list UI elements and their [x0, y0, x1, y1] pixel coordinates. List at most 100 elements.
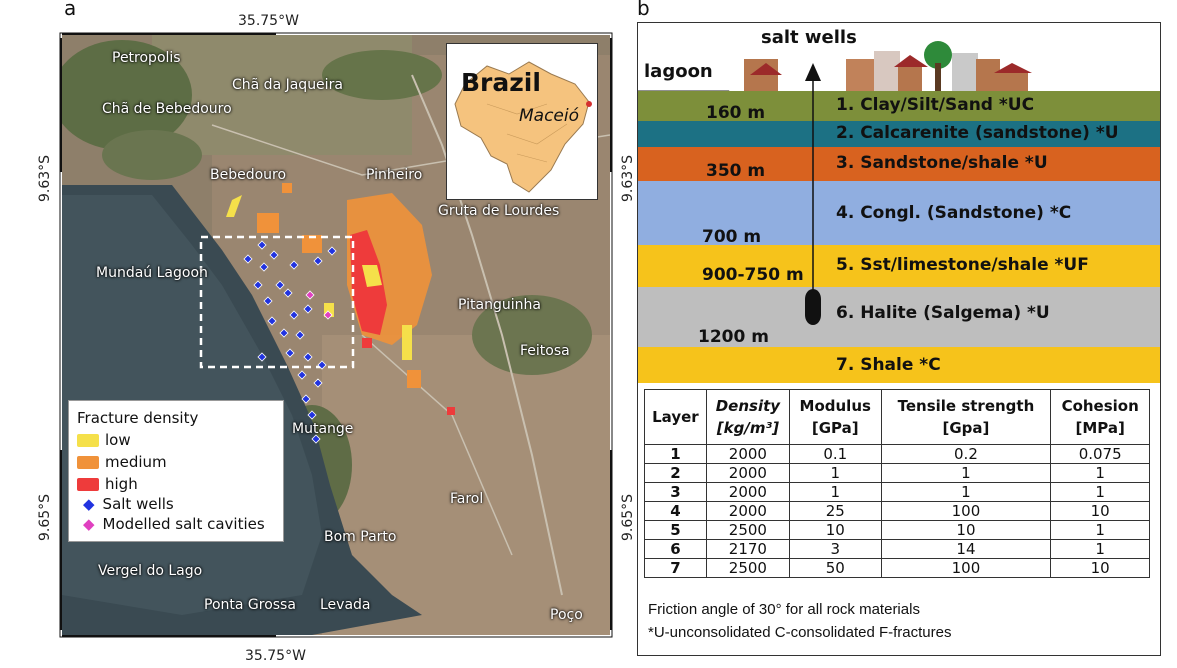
header-layer: Layer [644, 389, 707, 445]
layer-label: 2. Calcarenite (sandstone) *U [836, 123, 1119, 143]
table-cell: 3 [788, 539, 882, 559]
layer-3: 3. Sandstone/shale *U [638, 147, 1160, 181]
legend-item-salt-wells: ◆ Salt wells [77, 495, 174, 513]
inset-city-label: Maceió [519, 106, 580, 126]
table-header-row: Layer Density [kg/m³] Modulus [GPa] Tensil… [644, 389, 1150, 445]
legend-swatch [77, 434, 99, 447]
table-cell: 1 [1050, 520, 1150, 540]
salt-wells-label: salt wells [761, 27, 857, 48]
table-cell: 3 [644, 482, 707, 502]
table-cell: 1 [788, 463, 882, 483]
diamond-icon: ◆ [83, 495, 95, 513]
table-cell: 2170 [705, 539, 790, 559]
legend-item-low: low [77, 431, 131, 449]
salt-well-shaft [805, 63, 821, 325]
depth-label: 1200 m [698, 327, 769, 347]
place-label: Mundaú Lagoon [96, 265, 208, 281]
header-density: Density [kg/m³] [705, 389, 790, 445]
place-label: Vergel do Lago [98, 563, 203, 579]
table-cell: 2500 [705, 520, 790, 540]
layer-4: 4. Congl. (Sandstone) *C [638, 181, 1160, 245]
layer-label: 1. Clay/Silt/Sand *UC [836, 95, 1035, 115]
layer-6: 6. Halite (Salgema) *U [638, 287, 1160, 347]
place-label: Farol [450, 491, 484, 507]
table-cell: 0.075 [1050, 444, 1150, 464]
map-legend: Fracture density low medium high ◆ Salt w… [68, 400, 284, 542]
place-label: Mutange [292, 421, 354, 437]
arrow-up-icon [805, 63, 821, 81]
table-cell: 1 [788, 482, 882, 502]
header-cohesion: Cohesion [MPa] [1050, 389, 1150, 445]
table-row: 7 2500 50 100 10 [644, 558, 1150, 578]
note-friction: Friction angle of 30° for all rock mater… [648, 601, 920, 618]
header-tensile: Tensile strength [Gpa] [880, 389, 1052, 445]
place-label: Bebedouro [210, 167, 287, 183]
depth-label: 350 m [706, 161, 766, 181]
layer-7: 7. Shale *C [638, 347, 1160, 383]
layer-label: 4. Congl. (Sandstone) *C [836, 203, 1072, 223]
table-cell: 6 [644, 539, 707, 559]
legend-swatch [77, 478, 99, 491]
table-cell: 1 [1050, 463, 1150, 483]
geologic-section-panel: lagoon salt wells 1. Clay/Silt/Sand *UC … [637, 22, 1161, 656]
layer-5: 5. Sst/limestone/shale *UF [638, 245, 1160, 287]
panel-b-letter: b [637, 0, 650, 20]
surface-illustration [744, 41, 1032, 91]
panel-a-letter: a [64, 0, 77, 20]
table-cell: 2500 [705, 558, 790, 578]
layer-label: 7. Shale *C [836, 355, 941, 375]
table-cell: 7 [644, 558, 707, 578]
table-row: 3 2000 1 1 1 [644, 482, 1150, 502]
table-cell: 100 [880, 558, 1052, 578]
legend-label: high [105, 475, 138, 493]
bottom-longitude-label: 35.75°W [245, 648, 306, 664]
table-cell: 50 [788, 558, 882, 578]
table-cell: 2000 [705, 482, 790, 502]
table-row: 4 2000 25 100 10 [644, 501, 1150, 521]
table-cell: 10 [880, 520, 1052, 540]
legend-title: Fracture density [77, 409, 199, 427]
table-cell: 1 [1050, 482, 1150, 502]
inset-country-label: Brazil [461, 68, 541, 97]
top-longitude-label: 35.75°W [238, 13, 299, 29]
legend-item-high: high [77, 475, 138, 493]
table-row: 6 2170 3 14 1 [644, 539, 1150, 559]
table-cell: 0.2 [880, 444, 1052, 464]
place-label: Ponta Grossa [204, 597, 296, 613]
table-cell: 100 [880, 501, 1052, 521]
table-cell: 1 [644, 444, 707, 464]
depth-label: 160 m [706, 103, 766, 123]
place-label: Petropolis [112, 50, 181, 66]
place-label: Bom Parto [324, 529, 397, 545]
table-row: 2 2000 1 1 1 [644, 463, 1150, 483]
table-cell: 1 [880, 482, 1052, 502]
lagoon-label: lagoon [644, 61, 713, 82]
table-row: 1 2000 0.1 0.2 0.075 [644, 444, 1150, 464]
table-cell: 10 [788, 520, 882, 540]
table-cell: 10 [1050, 501, 1150, 521]
legend-swatch [77, 456, 99, 469]
table-cell: 5 [644, 520, 707, 540]
table-cell: 2000 [705, 501, 790, 521]
legend-label: low [105, 431, 131, 449]
place-label: Chã de Bebedouro [102, 101, 232, 117]
legend-item-medium: medium [77, 453, 167, 471]
layer-2: 2. Calcarenite (sandstone) *U [638, 121, 1160, 147]
place-label: Poço [550, 607, 583, 623]
legend-item-cavities: ◆ Modelled salt cavities [77, 515, 265, 533]
place-label: Pinheiro [366, 167, 423, 183]
legend-label: medium [105, 453, 167, 471]
table-cell: 10 [1050, 558, 1150, 578]
place-label: Pitanguinha [458, 297, 541, 313]
table-cell: 2 [644, 463, 707, 483]
table-cell: 2000 [705, 463, 790, 483]
diamond-icon: ◆ [83, 515, 95, 533]
depth-label: 700 m [702, 227, 762, 247]
table-cell: 4 [644, 501, 707, 521]
layer-1: 1. Clay/Silt/Sand *UC [638, 91, 1160, 121]
table-cell: 14 [880, 539, 1052, 559]
legend-label: Salt wells [102, 495, 174, 513]
place-label: Feitosa [520, 343, 570, 359]
place-label: Gruta de Lourdes [438, 203, 560, 219]
material-properties-table: Layer Density [kg/m³] Modulus [GPa] Tensil… [644, 389, 1150, 578]
